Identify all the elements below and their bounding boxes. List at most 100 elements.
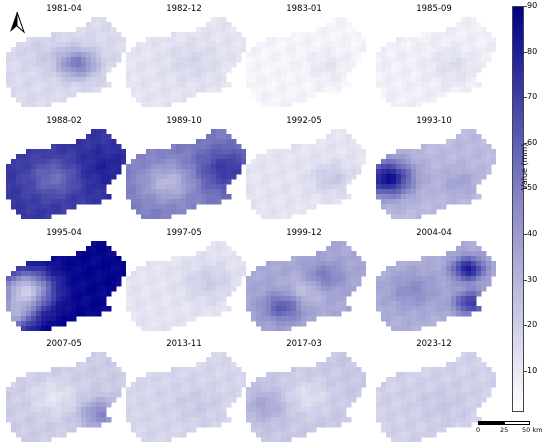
map-cell bbox=[266, 326, 272, 331]
map-cell bbox=[281, 47, 287, 53]
map-cell bbox=[461, 72, 467, 78]
map-cell bbox=[41, 194, 47, 200]
map-cell bbox=[471, 402, 477, 408]
map-cell bbox=[481, 159, 487, 165]
map-cell bbox=[341, 402, 347, 408]
map-cell bbox=[86, 246, 92, 252]
map-cell bbox=[161, 412, 167, 418]
map-cell bbox=[466, 184, 472, 190]
map-cell bbox=[76, 306, 82, 312]
map-cell bbox=[211, 256, 217, 262]
map-cell bbox=[51, 271, 57, 277]
map-cell bbox=[331, 291, 337, 297]
map-cell bbox=[261, 154, 267, 160]
map-cell bbox=[286, 72, 292, 78]
map-cell bbox=[421, 296, 427, 302]
map-cell bbox=[56, 412, 62, 418]
map-cell bbox=[476, 174, 482, 180]
map-cell bbox=[261, 271, 267, 277]
map-cell bbox=[336, 246, 342, 252]
map-cell bbox=[481, 27, 487, 33]
map-cell bbox=[331, 422, 337, 428]
map-cell bbox=[161, 306, 167, 312]
map-cell bbox=[216, 291, 222, 297]
map-cell bbox=[156, 306, 162, 312]
map-cell bbox=[36, 174, 42, 180]
map-cell bbox=[311, 286, 317, 292]
map-cell bbox=[441, 67, 447, 73]
map-cell bbox=[56, 432, 62, 438]
map-cell bbox=[476, 154, 482, 160]
map-cell bbox=[101, 281, 107, 287]
map-cell bbox=[416, 326, 422, 331]
map-cell bbox=[31, 174, 37, 180]
map-cell bbox=[271, 271, 277, 277]
map-cell bbox=[51, 286, 57, 292]
map-cell bbox=[246, 296, 252, 302]
map-cell bbox=[461, 296, 467, 302]
map-cell bbox=[141, 301, 147, 307]
map-cell bbox=[461, 392, 467, 398]
map-cell bbox=[111, 251, 117, 257]
map-cell bbox=[486, 377, 492, 383]
map-cell bbox=[111, 164, 117, 170]
map-cell bbox=[386, 164, 392, 170]
map-cell bbox=[331, 129, 337, 135]
map-cell bbox=[406, 387, 412, 393]
map-cell bbox=[301, 97, 307, 103]
map-cell bbox=[176, 316, 182, 322]
map-cell bbox=[316, 164, 322, 170]
map-cell bbox=[441, 301, 447, 307]
map-cell bbox=[261, 286, 267, 292]
map-cell bbox=[316, 149, 322, 155]
map-cell bbox=[101, 67, 107, 73]
map-cell bbox=[211, 62, 217, 68]
map-cell bbox=[251, 184, 257, 190]
map-cell bbox=[461, 291, 467, 297]
map-cell bbox=[146, 412, 152, 418]
map-cell bbox=[46, 52, 52, 58]
map-cell bbox=[211, 397, 217, 403]
map-cell bbox=[206, 286, 212, 292]
map-cell bbox=[376, 164, 382, 170]
map-cell bbox=[221, 27, 227, 33]
map-cell bbox=[46, 311, 52, 317]
map-cell bbox=[81, 67, 87, 73]
map-cell bbox=[251, 291, 257, 297]
map-cell bbox=[411, 397, 417, 403]
map-cell bbox=[451, 296, 457, 302]
map-cell bbox=[396, 392, 402, 398]
map-cell bbox=[431, 199, 437, 205]
map-cell bbox=[311, 402, 317, 408]
map-cell bbox=[46, 321, 52, 327]
map-cell bbox=[381, 291, 387, 297]
map-cell bbox=[91, 402, 97, 408]
map-cell bbox=[281, 281, 287, 287]
map-cell bbox=[481, 377, 487, 383]
scale-label-25: 25 bbox=[500, 426, 509, 434]
map-cell bbox=[86, 397, 92, 403]
map-cell bbox=[66, 72, 72, 78]
map-cell bbox=[211, 251, 217, 257]
map-cell bbox=[391, 377, 397, 383]
map-cell bbox=[306, 82, 312, 88]
panel-title: 1989-10 bbox=[166, 116, 202, 126]
map-cell bbox=[286, 87, 292, 93]
map-cell bbox=[131, 47, 137, 53]
map-cell bbox=[216, 82, 222, 88]
map-cell bbox=[476, 37, 482, 43]
map-cell bbox=[306, 286, 312, 292]
map-cell bbox=[301, 184, 307, 190]
map-cell bbox=[316, 77, 322, 83]
map-cell bbox=[6, 291, 12, 297]
map-cell bbox=[416, 169, 422, 175]
map-cell bbox=[191, 301, 197, 307]
map-cell bbox=[31, 437, 37, 442]
map-cell bbox=[26, 82, 32, 88]
map-cell bbox=[426, 67, 432, 73]
map-cell bbox=[46, 62, 52, 68]
map-cell bbox=[456, 261, 462, 267]
map-cell bbox=[416, 209, 422, 215]
map-cell bbox=[91, 129, 97, 135]
map-cell bbox=[126, 397, 132, 403]
